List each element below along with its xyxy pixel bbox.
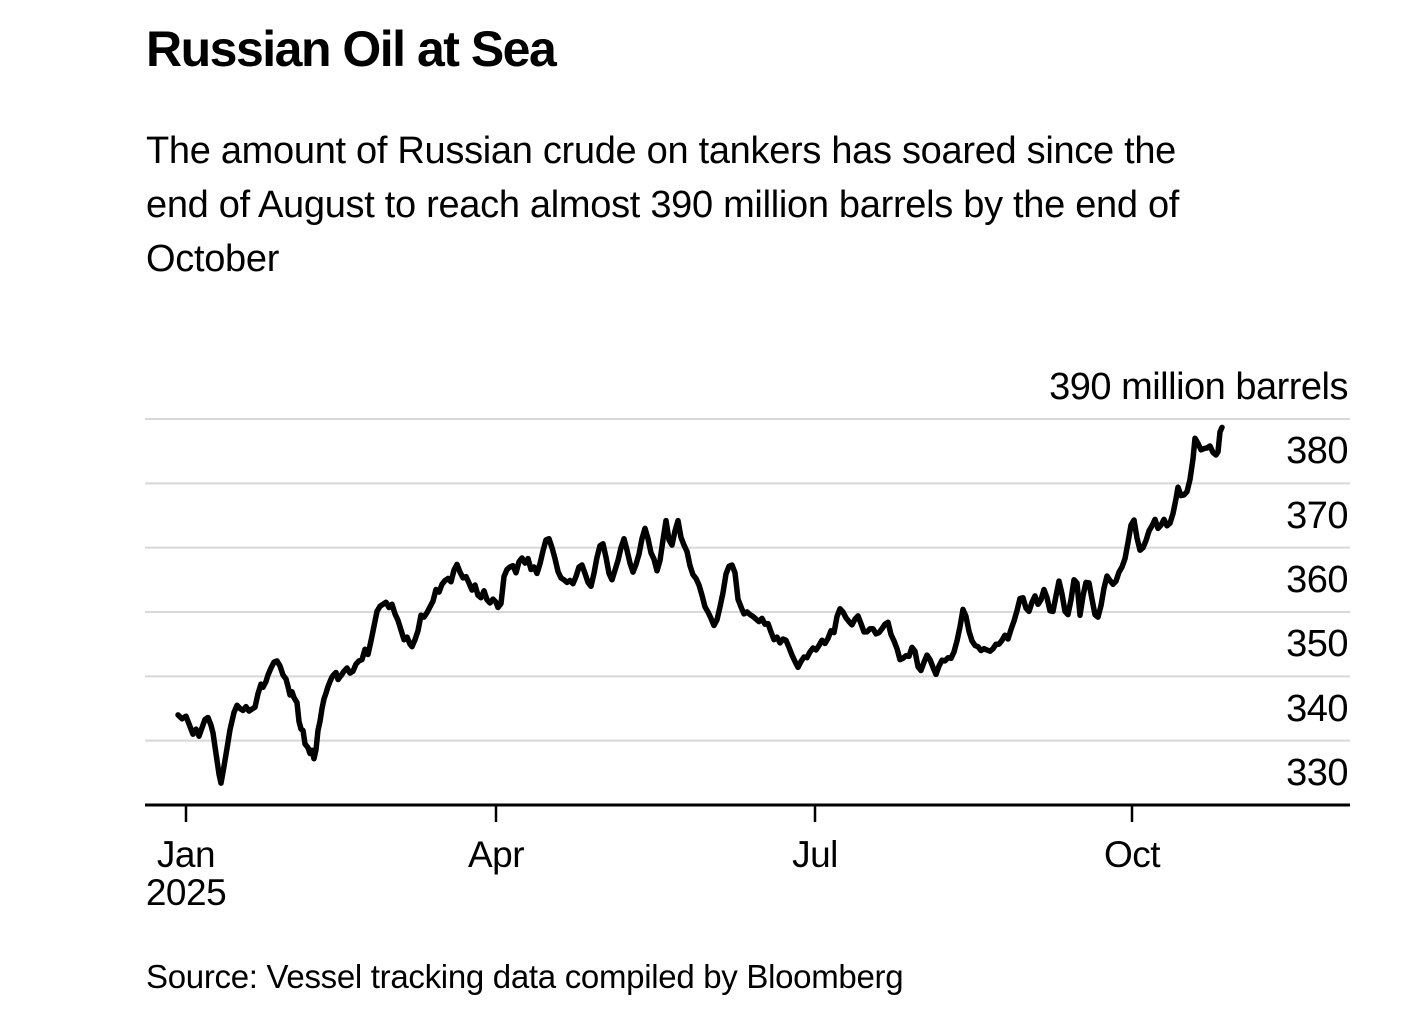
y-axis-label-370: 370	[1286, 494, 1348, 537]
chart-subtitle: The amount of Russian crude on tankers h…	[146, 124, 1179, 286]
chart-title: Russian Oil at Sea	[146, 21, 557, 77]
y-axis-label-350: 350	[1286, 623, 1348, 666]
x-axis-year-label: 2025	[145, 872, 227, 913]
x-axis-label-apr: Apr	[467, 834, 525, 875]
y-axis-label-330: 330	[1286, 751, 1348, 794]
data-line	[175, 424, 1225, 786]
x-axis-label-jan: Jan	[156, 834, 216, 875]
x-axis-label-jul: Jul	[792, 834, 838, 875]
x-axis-label-oct: Oct	[1103, 834, 1161, 875]
y-axis-label-340: 340	[1286, 687, 1348, 730]
chart-subtitle-line-1: The amount of Russian crude on tankers h…	[146, 130, 1177, 172]
y-axis-label-380: 380	[1286, 430, 1348, 473]
chart-subtitle-line-2: end of August to reach almost 390 millio…	[146, 184, 1180, 226]
y-axis-label-360: 360	[1286, 558, 1348, 601]
chart-subtitle-line-3: October	[146, 238, 280, 280]
source-attribution: Source: Vessel tracking data compiled by…	[146, 958, 904, 995]
y-axis-label-390: 390 million barrels	[1049, 366, 1348, 408]
